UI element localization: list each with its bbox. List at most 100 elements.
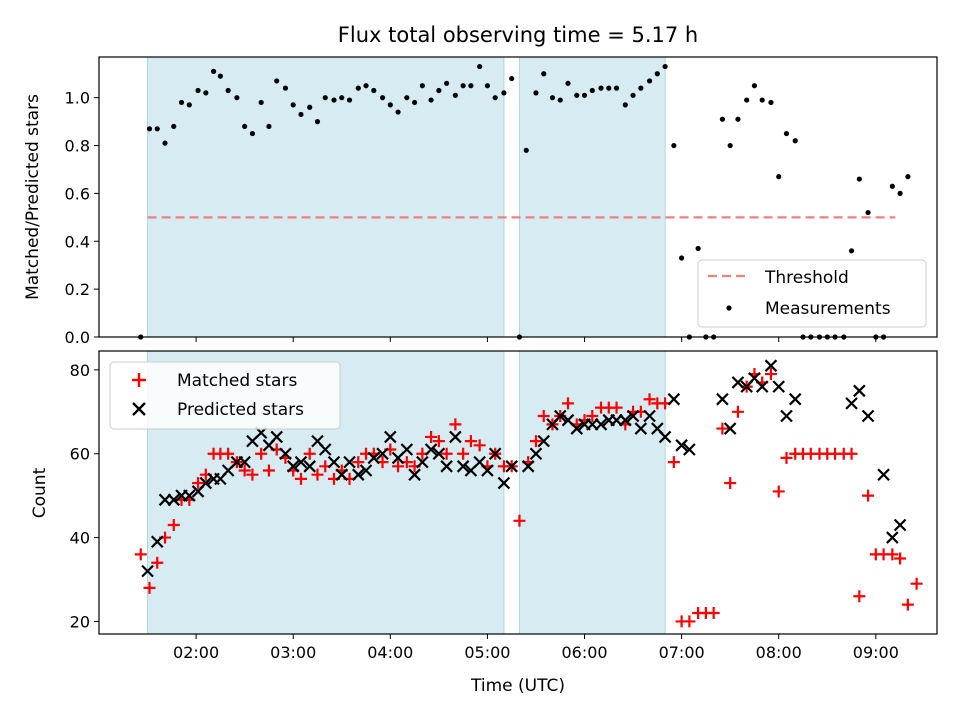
predicted-star-point (327, 455, 341, 469)
predicted-star-point (853, 384, 866, 398)
measurement-point (195, 87, 201, 94)
matched-star-point (683, 615, 696, 628)
legend-matched-label: Matched stars (177, 371, 297, 391)
matched-star-point (134, 548, 147, 561)
predicted-star-point (861, 409, 875, 423)
measurement-point (371, 87, 377, 94)
measurement-point (744, 97, 750, 103)
predicted-star-point (440, 460, 453, 473)
legend-predicted-swatch (132, 402, 146, 416)
y-tick-label: 0.6 (65, 184, 90, 203)
predicted-star-point (488, 447, 502, 460)
measurement-point (460, 83, 466, 89)
measurement-point (865, 209, 871, 216)
legend-predicted-label: Predicted stars (177, 400, 304, 420)
predicted-star-point (755, 380, 769, 393)
predicted-star-point (594, 418, 608, 431)
predicted-star-point (570, 422, 584, 435)
measurement-point (322, 95, 328, 101)
matched-star-point (894, 552, 907, 565)
matched-star-point (610, 401, 623, 414)
matched-star-point (432, 435, 445, 448)
measurement-point (477, 63, 483, 70)
top-legend: Threshold Measurements (697, 259, 927, 328)
matched-star-point (731, 405, 744, 418)
x-axis-label: Time (UTC) (470, 676, 565, 696)
measurement-point (533, 90, 539, 96)
figure-title: Flux total observing time = 5.17 h (338, 23, 698, 47)
measurement-point (905, 174, 911, 180)
measurement-point (759, 97, 765, 103)
matched-star-point (352, 456, 365, 469)
predicted-star-point (788, 392, 802, 406)
predicted-star-point (238, 455, 251, 469)
y-tick-label: 1.0 (65, 89, 90, 108)
predicted-star-point (456, 460, 470, 473)
measurement-point (331, 97, 337, 103)
measurement-point (671, 142, 677, 149)
predicted-star-point (643, 409, 656, 423)
measurement-point (735, 116, 741, 122)
predicted-star-point (481, 464, 494, 477)
y-tick-label: 0.2 (65, 280, 90, 299)
matched-star-point (262, 464, 275, 477)
y-tick-label: 20 (70, 612, 90, 631)
predicted-star-point (367, 451, 381, 465)
matched-star-point (294, 472, 307, 485)
measurement-point (638, 85, 644, 91)
predicted-star-point (270, 430, 283, 444)
measurement-point (541, 71, 547, 77)
matched-star-point (311, 468, 324, 481)
measurement-point (889, 183, 895, 189)
top-axes-frame (98, 56, 938, 338)
predicted-star-point (167, 493, 181, 507)
measurement-point (654, 71, 660, 77)
matched-star-point (886, 548, 899, 561)
predicted-star-point (667, 392, 681, 406)
measurement-point (679, 255, 685, 261)
top-panel: 0.0 0.2 0.4 0.6 0.8 1.0 Matched/Predicted sta… (23, 56, 938, 347)
matched-star-point (167, 518, 180, 531)
measurement-point (444, 80, 450, 86)
y-tick-label: 0.8 (65, 137, 90, 156)
predicted-star-point (416, 455, 429, 469)
measurement-point (613, 85, 620, 91)
matched-star-point (425, 430, 438, 443)
measurement-point (411, 99, 418, 106)
predicted-star-point (351, 468, 365, 481)
predicted-star-point (359, 464, 373, 477)
shaded-interval (518, 56, 666, 338)
matched-star-point (862, 489, 875, 502)
matched-star-point (853, 590, 866, 603)
predicted-star-point (521, 460, 535, 473)
y-tick-label: 0.4 (65, 232, 90, 251)
measurement-point (419, 83, 425, 89)
measurement-point (162, 140, 168, 146)
measurement-point (346, 97, 353, 103)
matched-star-point (910, 577, 923, 590)
measurement-point (298, 111, 304, 118)
measurement-point (792, 138, 798, 144)
measurement-point (897, 190, 903, 197)
measurement-point (178, 99, 185, 106)
predicted-star-point (845, 397, 858, 410)
predicted-star-point (723, 422, 737, 435)
matched-star-point (392, 460, 405, 473)
measurement-point (290, 102, 296, 108)
measurement-point (549, 95, 556, 101)
measurement-point (856, 176, 862, 182)
measurement-point (646, 78, 653, 84)
measurement-point (581, 92, 588, 98)
matched-star-point (143, 581, 156, 594)
predicted-star-point (199, 476, 213, 490)
matched-star-point (586, 409, 599, 422)
measurement-point (242, 123, 248, 130)
predicted-star-point (286, 460, 300, 473)
measurement-point (776, 174, 782, 180)
measurement-point (339, 95, 345, 101)
bottom-panel: 20 40 60 80 02:00 03:00 04:00 05:00 06:00 07:00 0… (30, 350, 938, 696)
measurement-point (574, 92, 580, 98)
measurement-point (783, 130, 790, 137)
measurement-point (751, 83, 758, 89)
